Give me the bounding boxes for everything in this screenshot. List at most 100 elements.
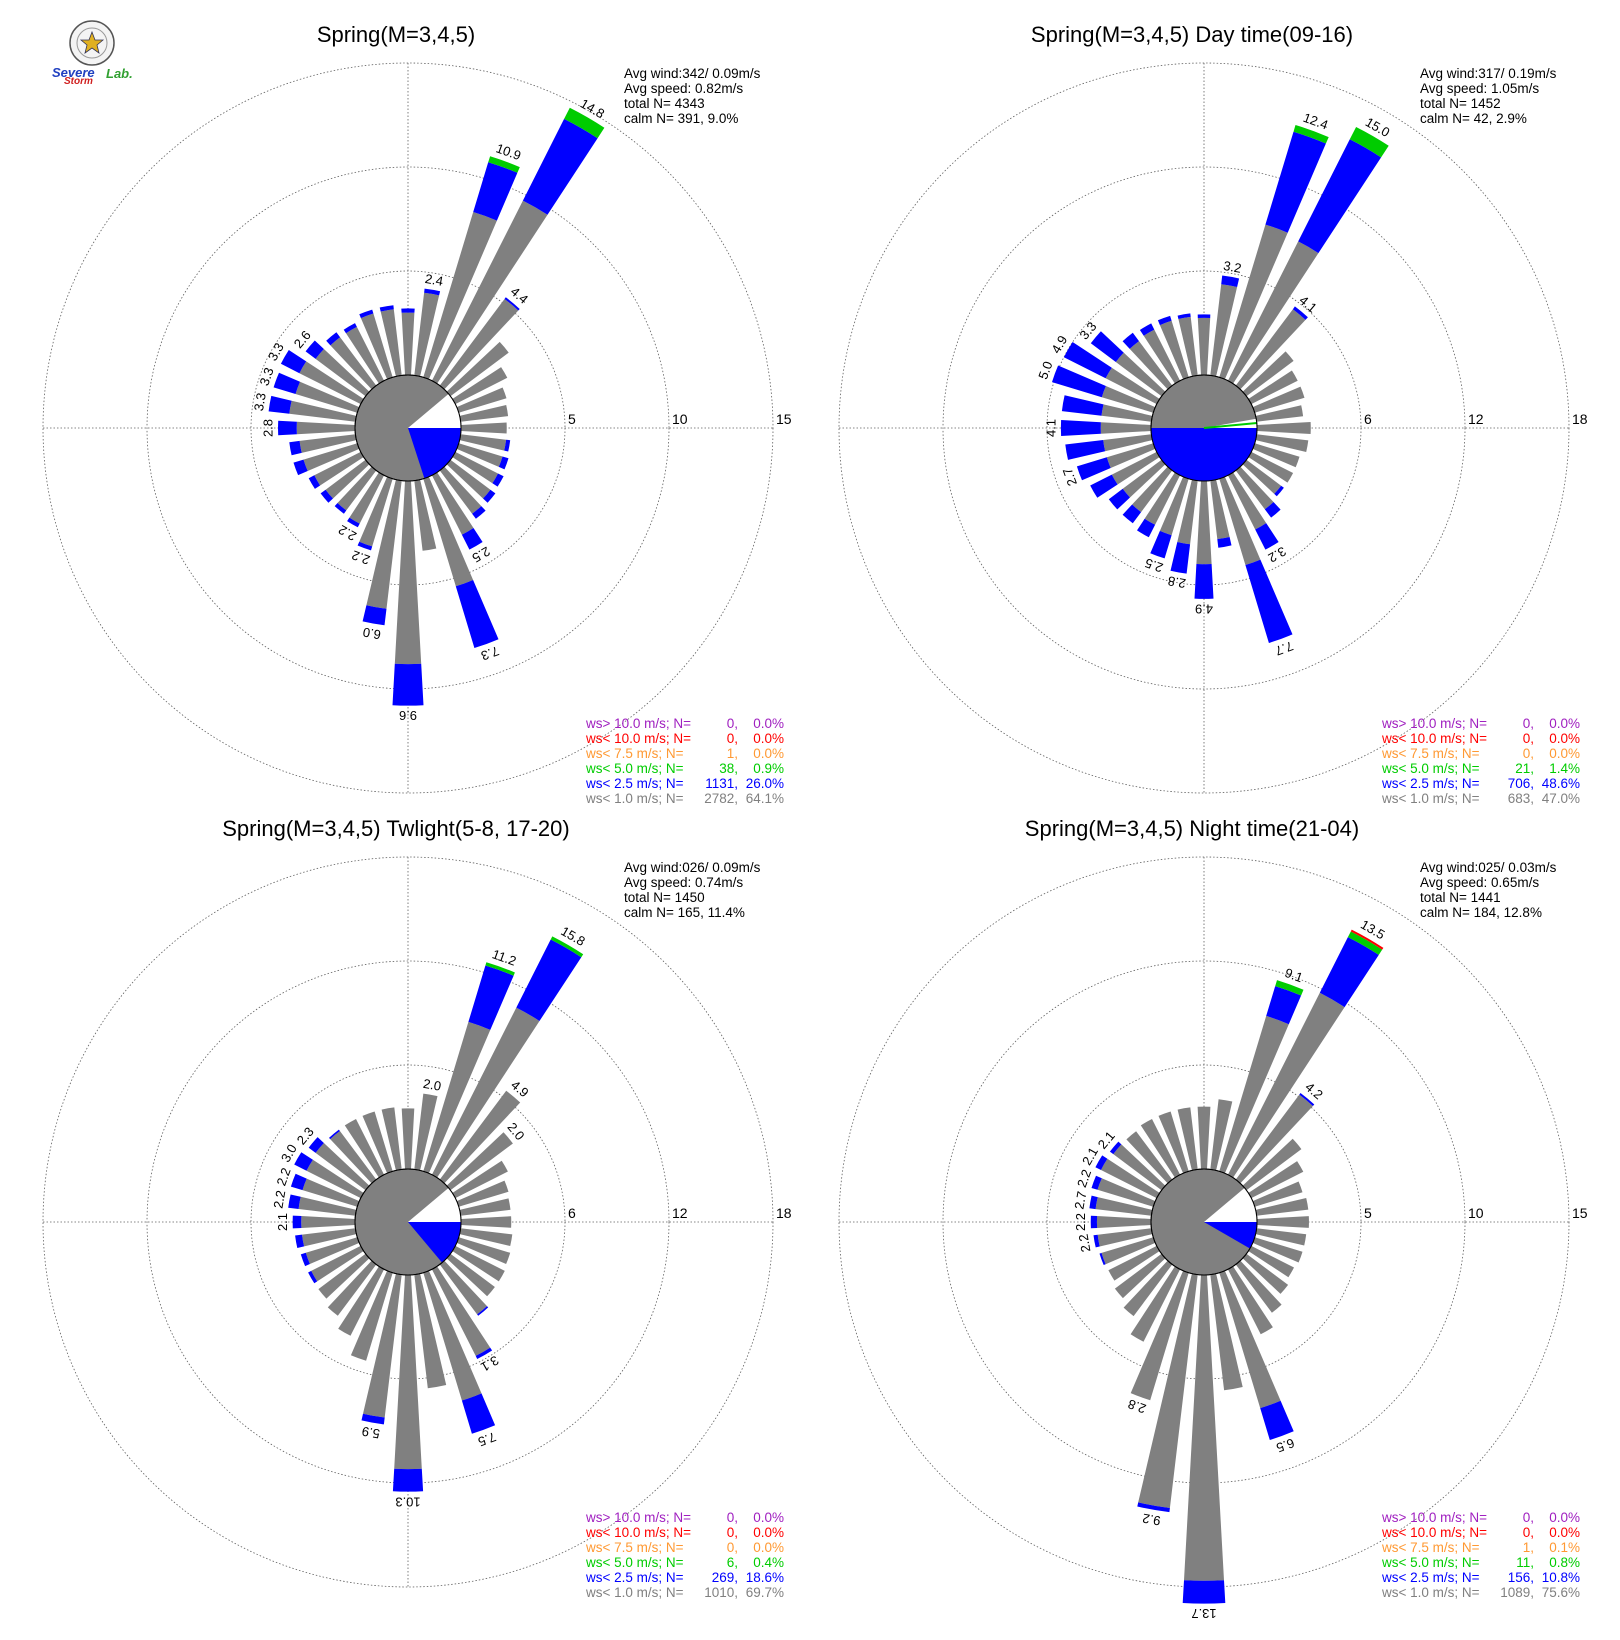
wind-bar-blue-segment <box>516 939 582 1021</box>
wind-bar-gray-segment <box>439 1260 487 1315</box>
legend-item: ws< 10.0 m/s; N= 0, 0.0% <box>1381 731 1580 746</box>
wind-bar-blue-segment <box>294 1152 313 1171</box>
wind-bar-gray-segment <box>344 1119 385 1178</box>
wind-bar-blue-segment <box>1061 395 1104 416</box>
legend-count: 11, <box>1516 1555 1534 1570</box>
wind-bar-gray-segment <box>414 1273 447 1389</box>
wind-bar-blue-segment <box>1076 457 1111 481</box>
wind-bar-blue-segment <box>401 308 415 313</box>
wind-bar-gray-segment <box>295 381 360 413</box>
wind-bar-blue-segment <box>1091 1175 1102 1190</box>
legend-count: 1010, <box>704 1585 738 1600</box>
calm-outline <box>1150 1168 1258 1276</box>
wind-bar-blue-segment <box>1060 420 1101 436</box>
legend-label: ws> 10.0 m/s; N= <box>1381 1510 1487 1525</box>
legend-percent: 64.1% <box>746 791 784 806</box>
legend-item: ws< 5.0 m/s; N= 11, 0.8% <box>1381 1555 1580 1570</box>
grid-ring <box>250 1064 566 1380</box>
wind-bar-gray-segment <box>423 212 497 380</box>
wind-bar-gray-segment <box>1242 1253 1289 1294</box>
wind-bar-blue-segment <box>392 1468 424 1492</box>
wind-bar-gray-segment <box>460 1216 512 1228</box>
stat-total: total N= 1441 <box>1420 890 1501 905</box>
wind-bar-blue-segment <box>492 473 504 487</box>
wind-bar-gray-segment <box>1113 1144 1166 1191</box>
wind-bar-gray-segment <box>1210 284 1238 377</box>
wind-bar-gray-segment <box>315 1143 370 1191</box>
legend-percent: 0.4% <box>753 1555 784 1570</box>
legend-label: ws< 5.0 m/s; N= <box>585 1555 684 1570</box>
wind-bar-blue-segment <box>468 965 514 1030</box>
wind-bar-blue-segment <box>1095 1155 1108 1170</box>
legend-percent: 69.7% <box>746 1585 784 1600</box>
wind-bar-blue-segment <box>1090 474 1118 498</box>
wind-bar-gray-segment <box>1235 466 1274 510</box>
wind-bar-blue-segment <box>1063 342 1112 379</box>
legend-count: 0, <box>727 1540 738 1555</box>
wind-bar-gray-segment <box>1227 992 1345 1178</box>
wind-bar-gray-segment <box>1158 1111 1189 1174</box>
wind-bar-gray-segment <box>1210 1099 1233 1171</box>
legend-item: ws> 10.0 m/s; N= 0, 0.0% <box>585 1510 784 1525</box>
wind-bar-blue-segment <box>1137 1502 1170 1513</box>
wind-bar-gray-segment <box>452 367 508 405</box>
wind-bar-green-segment <box>1275 980 1304 996</box>
wind-bar-gray-segment <box>431 200 548 384</box>
bar-value-label: 5.9 <box>361 1424 381 1442</box>
wind-bars: 9.113.54.26.513.79.22.82.22.22.72.22.12.… <box>1071 917 1387 1621</box>
legend-percent: 0.1% <box>1549 1540 1580 1555</box>
bar-value-label: 2.2 <box>1074 1167 1094 1189</box>
wind-bar-gray-segment <box>456 443 503 467</box>
wind-bar-gray-segment <box>446 341 509 397</box>
calm-circle <box>354 374 462 482</box>
wind-bar-blue-segment <box>361 1413 385 1425</box>
wind-bar-gray-segment <box>1100 422 1152 434</box>
wind-bar-gray-segment <box>423 476 474 587</box>
ring-label: 18 <box>1572 411 1588 427</box>
wind-bar-gray-segment <box>1143 329 1181 384</box>
wind-bar-gray-segment <box>362 1111 393 1174</box>
wind-bar-blue-segment <box>268 395 292 414</box>
wind-bar-blue-segment <box>1093 1234 1100 1248</box>
wind-bar-gray-segment <box>1227 241 1319 384</box>
grid-ring <box>42 62 774 794</box>
wind-bar-blue-segment <box>1090 1215 1098 1229</box>
calm-wedge <box>1204 1222 1257 1249</box>
wind-bar-green-segment <box>488 156 520 173</box>
wind-bar-blue-segment <box>461 1393 496 1434</box>
legend-label: ws< 5.0 m/s; N= <box>1381 761 1480 776</box>
wind-bar-blue-segment <box>1299 1093 1315 1106</box>
wind-bar-gray-segment <box>423 1270 482 1401</box>
wind-bar-blue-segment <box>477 1306 489 1316</box>
calm-wedge <box>1204 1187 1257 1222</box>
wind-bar-gray-segment <box>299 361 364 405</box>
stat-avg-wind: Avg wind:342/ 0.09m/s <box>624 66 761 81</box>
grid-ring <box>838 62 1570 794</box>
calm-wedge <box>408 1187 461 1222</box>
wind-bar-blue-segment <box>300 1252 310 1267</box>
legend-count: 1, <box>1523 1540 1534 1555</box>
wind-bar-blue-segment <box>1109 1141 1122 1155</box>
legend-label: ws< 5.0 m/s; N= <box>1381 1555 1480 1570</box>
calm-wedge <box>1204 428 1257 481</box>
wind-bar-blue-segment <box>347 517 360 528</box>
wind-bar-gray-segment <box>452 1160 508 1199</box>
wind-bar-blue-segment <box>1099 1252 1106 1265</box>
wind-bar-gray-segment <box>1101 386 1156 413</box>
wind-bar-gray-segment <box>299 434 357 453</box>
grid-ring <box>838 856 1570 1588</box>
wind-bars: 3.212.4 15.04.13.27.74.92.82.52.74.15.04.… <box>1035 110 1392 659</box>
legend-label: ws< 2.5 m/s; N= <box>1381 1570 1480 1585</box>
wind-bar-blue-segment <box>308 1137 324 1153</box>
grid-ring <box>1046 270 1362 586</box>
legend-percent: 0.8% <box>1549 1555 1580 1570</box>
wind-bar-gray-segment <box>423 1021 491 1174</box>
wind-bar-blue-segment <box>1260 1400 1294 1440</box>
wind-bar-blue-segment <box>1217 537 1232 548</box>
stat-total: total N= 4343 <box>624 96 705 111</box>
wind-bar-gray-segment <box>1130 1270 1189 1401</box>
wind-bar-blue-segment <box>293 459 308 476</box>
legend-item: ws< 1.0 m/s; N= 2782, 64.1% <box>585 791 784 806</box>
legend-percent: 26.0% <box>746 776 784 791</box>
wind-bar-blue-segment <box>359 309 374 319</box>
